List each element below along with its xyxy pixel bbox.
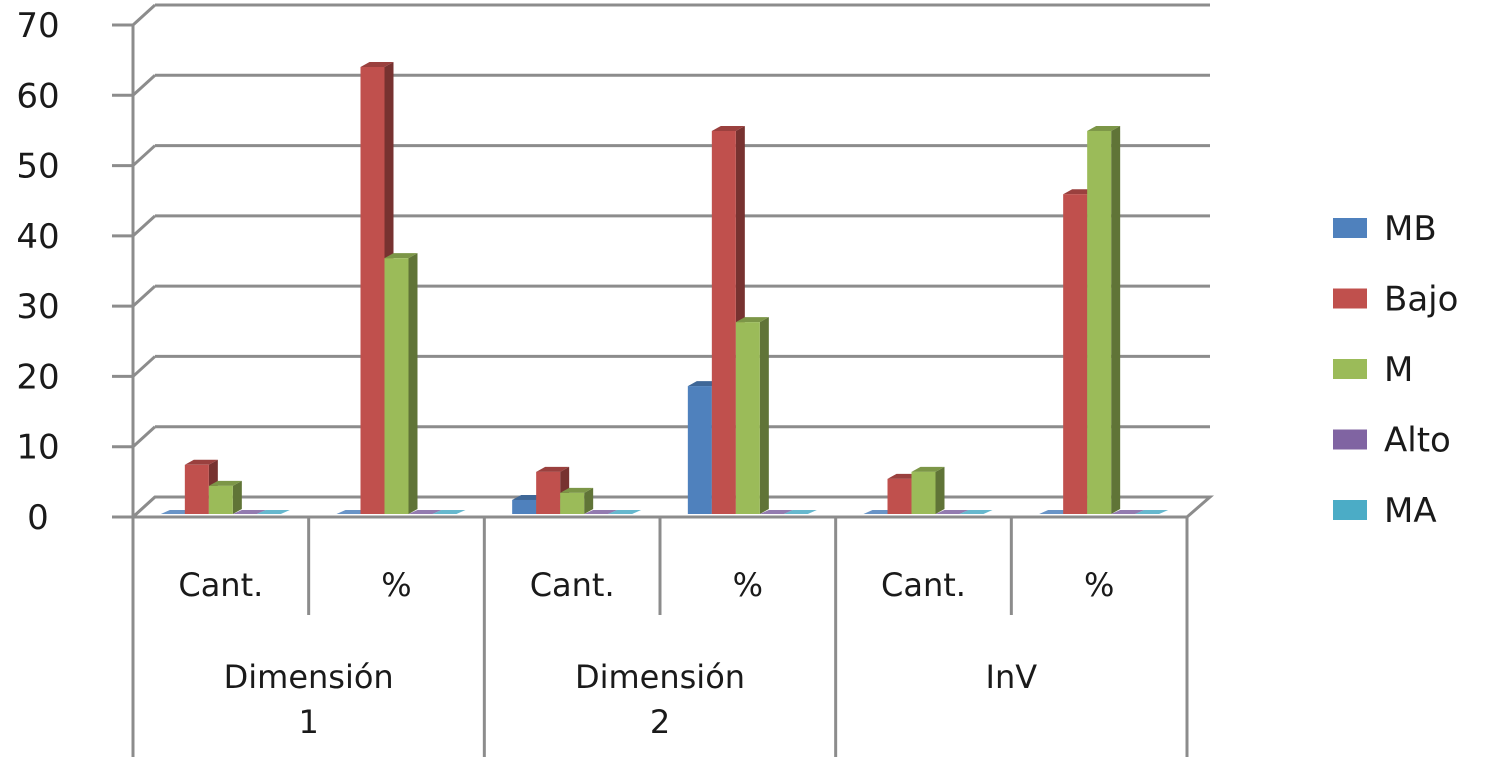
bar — [608, 510, 642, 514]
legend-swatch — [1333, 429, 1367, 450]
x-group-label: Dimensión — [224, 658, 394, 696]
legend-label: MA — [1384, 491, 1437, 531]
y-tick-label: 40 — [16, 217, 59, 257]
gridline-side — [131, 3, 157, 27]
x-group-label-line2: 2 — [650, 703, 670, 741]
gridline-side — [131, 74, 157, 97]
legend-label: Alto — [1384, 421, 1451, 461]
x-subcategory-label: % — [733, 566, 763, 604]
bar — [759, 510, 793, 514]
bar — [935, 510, 969, 514]
legend-label: MB — [1384, 209, 1437, 249]
x-subcategory-label: Cant. — [881, 566, 966, 604]
bar — [584, 510, 618, 514]
bar — [232, 510, 266, 514]
gridline-side — [131, 214, 157, 237]
legend-item: Alto — [1333, 421, 1451, 461]
legend-item: MB — [1333, 209, 1437, 249]
legend-swatch — [1333, 500, 1367, 520]
x-group-label-line2: 1 — [298, 703, 318, 741]
x-group-label: InV — [986, 658, 1038, 696]
legend-label: M — [1384, 350, 1413, 390]
gridline-side — [131, 144, 157, 167]
bar — [1135, 510, 1169, 514]
bar — [1087, 125, 1121, 514]
x-subcategory-label: Cant. — [530, 566, 615, 604]
y-tick-label: 70 — [16, 6, 59, 46]
gridlines — [129, 3, 1215, 519]
bar — [959, 510, 993, 514]
legend-swatch — [1333, 218, 1367, 238]
gridline-side — [131, 355, 157, 378]
bar — [208, 480, 242, 514]
bars — [160, 61, 1169, 515]
legend-item: Bajo — [1333, 280, 1458, 320]
legend: MB Bajo M Alto MA — [1333, 209, 1458, 531]
bar — [384, 253, 418, 514]
y-tick-label: 60 — [16, 76, 59, 116]
bar — [256, 510, 290, 514]
y-tick-label: 20 — [16, 357, 59, 397]
legend-swatch — [1333, 359, 1367, 379]
bar — [735, 317, 769, 514]
y-tick-label: 50 — [16, 147, 59, 187]
legend-swatch — [1333, 288, 1367, 309]
bar — [1111, 510, 1145, 514]
legend-item: M — [1333, 350, 1413, 390]
bar — [184, 459, 218, 514]
bar — [560, 487, 594, 514]
x-subcategory-label: % — [1084, 566, 1114, 604]
bar — [783, 510, 817, 514]
legend-label: Bajo — [1384, 280, 1458, 320]
y-tick-label: 30 — [16, 287, 59, 327]
y-tick-label: 10 — [16, 428, 59, 468]
bar — [408, 510, 442, 514]
y-axis: 0 10 20 30 40 50 60 70 — [16, 6, 135, 757]
x-group-label: Dimensión — [575, 658, 745, 696]
gridline-side — [131, 425, 157, 448]
bar — [911, 466, 945, 514]
y-tick-label: 0 — [27, 498, 49, 538]
x-subcategory-label: % — [381, 566, 411, 604]
x-axis: Cant. % Dimensión 1 Cant. % Dimensión 2 Cant. % In… — [131, 517, 1189, 757]
gridline-side — [131, 285, 157, 308]
x-subcategory-label: Cant. — [178, 566, 263, 604]
bar — [432, 510, 466, 514]
legend-item: MA — [1333, 491, 1437, 531]
